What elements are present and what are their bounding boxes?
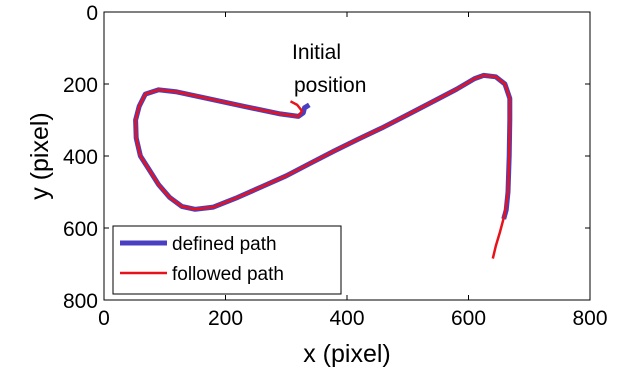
y-axis-label: y (pixel)	[26, 112, 54, 200]
legend-label-defined: defined path	[172, 234, 277, 255]
y-tick-label: 800	[63, 290, 98, 313]
x-tick-label: 400	[329, 307, 364, 330]
annotation-line-1: Initial	[292, 41, 341, 64]
annotation: Initial position	[292, 41, 366, 97]
x-tick-label: 600	[451, 307, 486, 330]
annotation-line-2: position	[294, 74, 366, 97]
legend-box	[112, 225, 342, 295]
y-tick-label: 0	[86, 2, 98, 25]
series-layer	[133, 72, 513, 259]
legend: defined path followed path	[112, 225, 342, 295]
x-tick-label: 200	[208, 307, 243, 330]
y-tick-label: 400	[63, 146, 98, 169]
x-tick-label: 0	[98, 307, 110, 330]
y-tick-label: 200	[63, 74, 98, 97]
legend-label-followed: followed path	[172, 264, 284, 285]
y-tick-label: 600	[63, 218, 98, 241]
series-line-followed-path	[134, 74, 512, 259]
x-axis-label: x (pixel)	[303, 340, 391, 368]
x-tick-label: 800	[572, 307, 607, 330]
